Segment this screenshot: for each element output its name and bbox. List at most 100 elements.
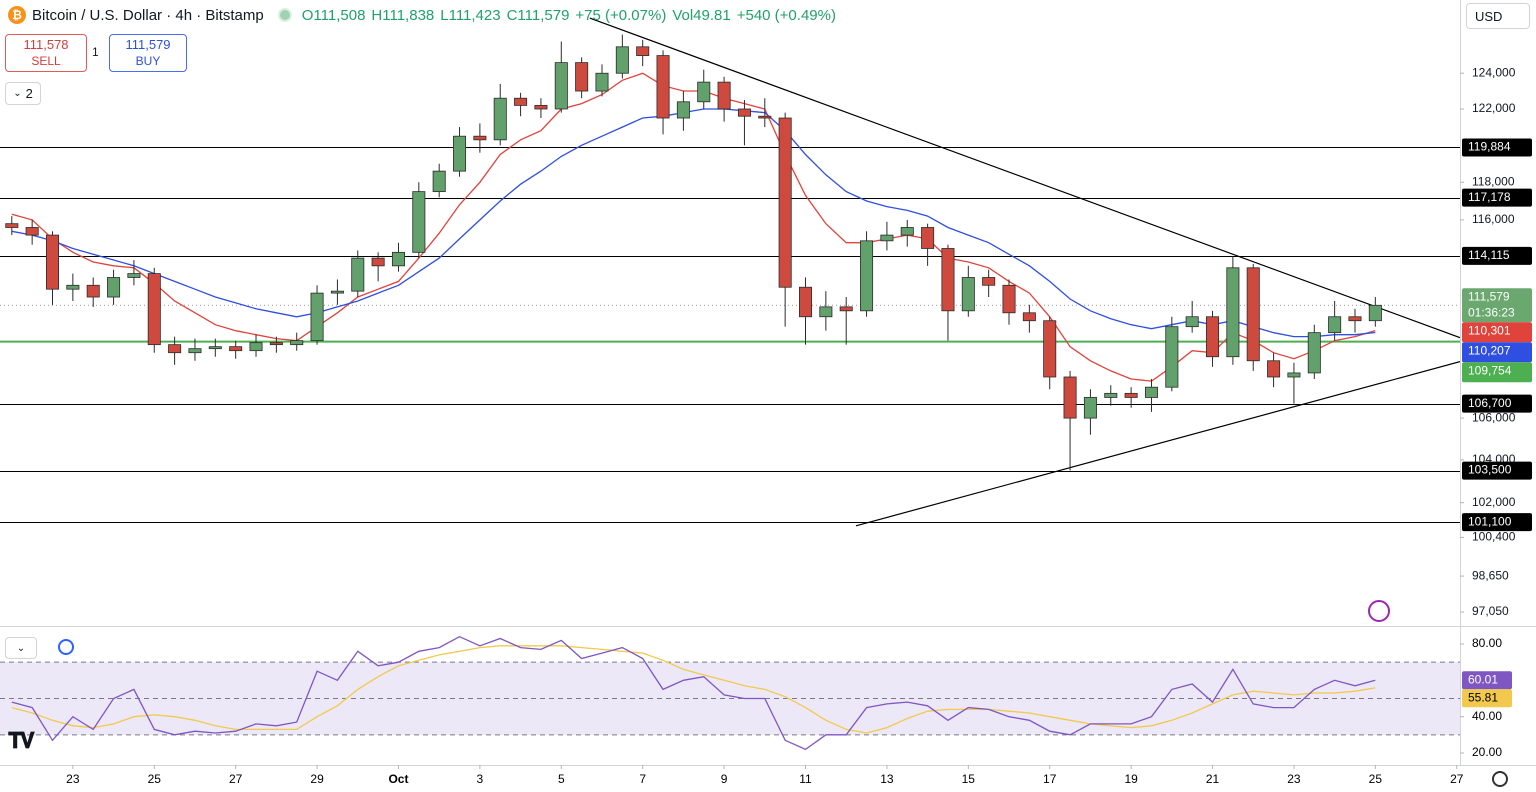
- candle-body: [1043, 320, 1057, 378]
- assistant-icon[interactable]: [1368, 600, 1390, 622]
- candle-body: [900, 227, 914, 236]
- indicators-toggle[interactable]: ⌄ 2: [5, 82, 41, 105]
- market-status: [277, 8, 292, 22]
- candle-body: [127, 273, 141, 278]
- price-tag: [1462, 288, 1532, 323]
- settings-icon[interactable]: [1492, 771, 1508, 787]
- candle-body: [676, 101, 690, 119]
- price-change: +75 (+0.07%): [575, 6, 667, 24]
- price-tag: [1462, 322, 1532, 343]
- level-tag: [1462, 138, 1532, 157]
- candle-body: [982, 277, 996, 286]
- candle-body: [208, 346, 222, 350]
- price-tag: [1462, 342, 1532, 363]
- ema-line: [11, 108, 1376, 338]
- rsi-collapse[interactable]: ⌄: [5, 637, 37, 659]
- x-tick-label: 11: [799, 772, 812, 786]
- currency: USD: [1475, 8, 1503, 24]
- candle-body: [615, 46, 629, 74]
- price-tag: [1462, 362, 1532, 383]
- candle-body: [941, 248, 955, 312]
- tv-logo: 𝐓𝐕: [8, 728, 35, 753]
- candle-body: [493, 97, 507, 141]
- price-tag-label: 111,579: [1468, 289, 1510, 303]
- rsi-value-tag: [1462, 671, 1512, 690]
- x-tick-label: 13: [880, 772, 894, 786]
- volume-change: +540 (+0.49%): [736, 6, 836, 24]
- rsi-pane: [0, 635, 1460, 751]
- candle-body: [1348, 316, 1362, 322]
- ohlc-low: L111,423: [440, 6, 501, 24]
- rsi-value-label: 60.01: [1468, 672, 1498, 686]
- coin-icon: ₿: [8, 6, 26, 24]
- candle-body: [656, 55, 670, 119]
- candle-body: [595, 72, 609, 92]
- buy-price: 111,579: [125, 37, 171, 52]
- candle-body: [798, 286, 813, 318]
- candle-body: [1083, 397, 1097, 419]
- candle-body: [534, 104, 548, 110]
- candle-body: [636, 46, 650, 56]
- price-pane: [0, 17, 1460, 527]
- candle-body: [860, 240, 874, 312]
- candle-body: [453, 135, 467, 172]
- rsi-y-tick-label: 20.00: [1472, 745, 1502, 759]
- candle-body: [269, 342, 283, 346]
- candle-body: [961, 277, 975, 312]
- x-tick-label: 25: [1369, 772, 1383, 786]
- level-tag: [1462, 513, 1532, 532]
- buy-label: BUY: [135, 54, 161, 68]
- rsi-refresh[interactable]: [58, 639, 74, 655]
- symbol-header: ₿ Bitcoin / U.S. Dollar · 4h · Bitstamp …: [8, 4, 836, 26]
- candle-body: [737, 108, 751, 117]
- candle-body: [819, 306, 833, 318]
- candle-body: [391, 251, 405, 267]
- symbol-title[interactable]: Bitcoin / U.S. Dollar · 4h · Bitstamp: [32, 6, 264, 24]
- candle-body: [412, 191, 426, 253]
- candle-body: [249, 342, 263, 352]
- y-tick-label: 116,000: [1472, 212, 1515, 226]
- y-tick-label: 100,400: [1472, 530, 1516, 544]
- candle-body: [1267, 360, 1281, 378]
- x-tick-label: 29: [310, 772, 324, 786]
- candle-body: [1002, 284, 1016, 314]
- candle-body: [25, 227, 39, 236]
- y-tick-label: 124,000: [1472, 65, 1516, 79]
- candle-body: [717, 81, 731, 110]
- x-tick-label: Oct: [388, 772, 408, 786]
- candle-body: [86, 284, 100, 298]
- sell-button[interactable]: 111,578 SELL: [5, 34, 87, 72]
- y-tick-label: 98,650: [1472, 568, 1509, 582]
- candle-body: [554, 62, 568, 110]
- candle-body: [1104, 392, 1118, 398]
- sell-label: SELL: [31, 54, 61, 68]
- level-tag: [1462, 188, 1532, 207]
- price-tag-label: 110,301: [1468, 323, 1511, 337]
- x-tick-label: 7: [639, 772, 646, 786]
- candle-body: [107, 277, 121, 298]
- ema-line: [11, 72, 1376, 382]
- currency-selector[interactable]: USD: [1466, 3, 1530, 29]
- x-tick-label: 21: [1206, 772, 1220, 786]
- candle-body: [5, 223, 19, 228]
- rsi-value-label: 55.81: [1468, 690, 1498, 704]
- x-tick-label: 15: [962, 772, 976, 786]
- level-tag-label: 114,115: [1468, 248, 1510, 262]
- x-tick-label: 19: [1124, 772, 1138, 786]
- candle-body: [188, 348, 202, 354]
- candle-body: [310, 292, 324, 342]
- candle-body: [880, 234, 894, 242]
- candle-body: [1246, 267, 1260, 362]
- trendline: [855, 360, 1460, 527]
- buy-button[interactable]: 111,579 BUY: [109, 34, 187, 72]
- price-tag-label: 01:36:23: [1468, 305, 1515, 319]
- level-tag-label: 103,500: [1468, 463, 1512, 477]
- y-tick-label: 122,000: [1472, 101, 1516, 115]
- candle-body: [575, 62, 589, 92]
- candle-body: [514, 97, 528, 106]
- candle-body: [1206, 316, 1220, 358]
- candle-body: [290, 340, 304, 346]
- rsi-value-tag: [1462, 689, 1512, 708]
- x-tick-label: 23: [66, 772, 80, 786]
- x-tick-label: 9: [721, 772, 728, 786]
